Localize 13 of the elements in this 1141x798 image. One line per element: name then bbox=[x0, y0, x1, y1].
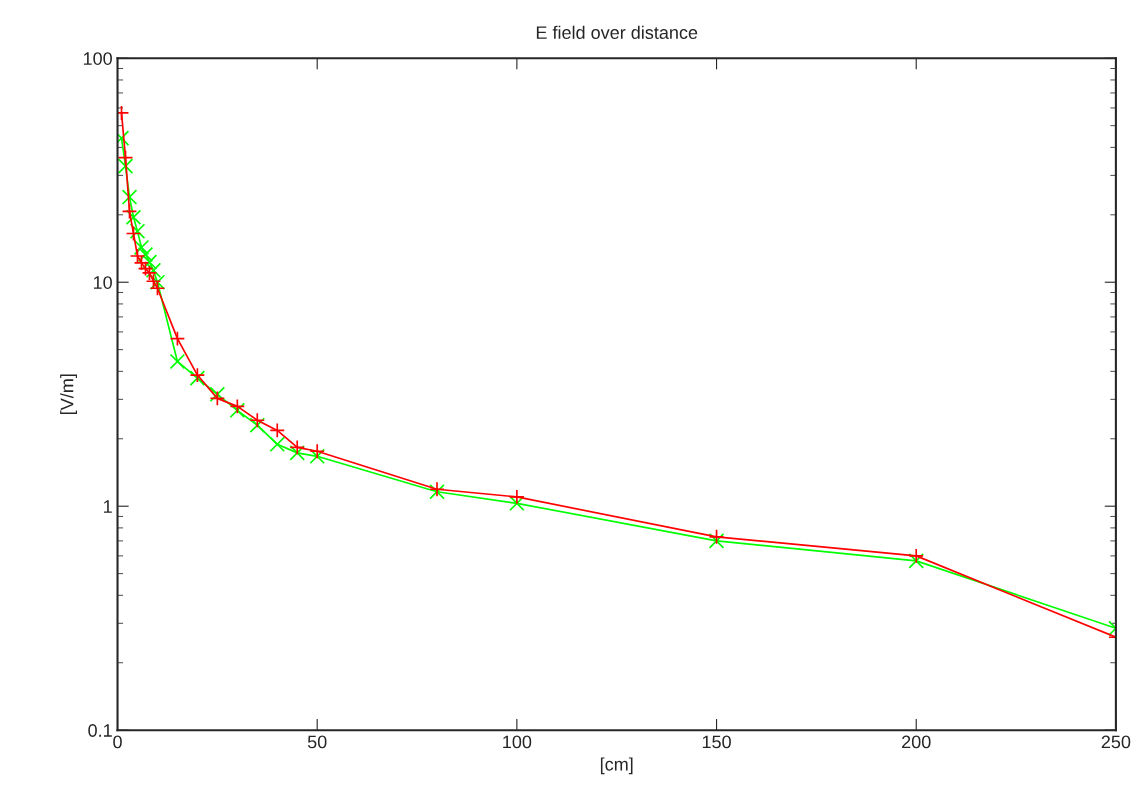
y-tick-label: 0.1 bbox=[88, 724, 112, 737]
y-axis-title: [V/m] bbox=[60, 374, 77, 414]
x-tick-label: 100 bbox=[503, 735, 532, 749]
x-tick-label: 250 bbox=[1101, 735, 1131, 749]
x-tick-label: 50 bbox=[307, 735, 327, 749]
x-axis-title: [cm] bbox=[600, 757, 633, 775]
chart-title: E field over distance bbox=[536, 25, 698, 39]
y-tick-label: 1 bbox=[104, 500, 112, 513]
x-tick-label: 150 bbox=[702, 735, 731, 749]
x-tick-label: 0 bbox=[113, 735, 122, 749]
y-tick-label: 100 bbox=[83, 52, 112, 65]
y-tick-label: 10 bbox=[93, 276, 112, 289]
x-tick-label: 200 bbox=[902, 735, 931, 749]
